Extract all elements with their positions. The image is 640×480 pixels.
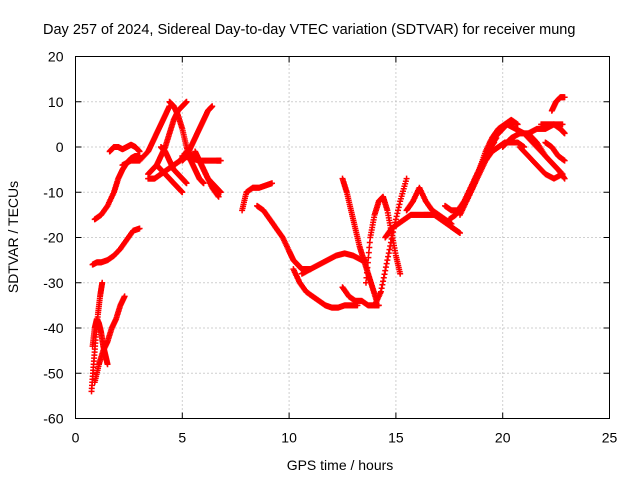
y-tick-label: -20 <box>43 230 63 246</box>
data-point <box>136 225 143 232</box>
data-point <box>365 249 372 256</box>
data-point <box>99 279 106 286</box>
data-point <box>104 361 111 368</box>
data-point <box>561 157 568 164</box>
data-points <box>88 94 568 395</box>
data-point <box>217 189 224 196</box>
data-point <box>183 180 190 187</box>
series-arc-o <box>179 153 224 164</box>
y-tick-label: -10 <box>43 184 63 200</box>
y-tick-label: 20 <box>48 49 64 65</box>
series-arc-ai <box>516 144 566 182</box>
data-point <box>363 269 370 276</box>
data-point <box>364 259 371 266</box>
series-arc-c <box>91 293 128 386</box>
data-point <box>136 148 143 155</box>
data-point <box>179 189 186 196</box>
y-tick-label: -40 <box>43 320 63 336</box>
series-arc-f <box>106 141 143 155</box>
series-arc-q <box>239 180 276 214</box>
series-arc-u <box>339 175 380 304</box>
data-point <box>200 180 207 187</box>
series-arc-r <box>254 202 314 273</box>
x-tick-label: 15 <box>388 430 404 446</box>
y-tick-label: -30 <box>43 275 63 291</box>
data-point <box>456 229 463 236</box>
x-tick-label: 5 <box>178 430 186 446</box>
series-arc-ak <box>538 121 568 137</box>
data-point <box>366 244 373 251</box>
data-point <box>362 279 369 286</box>
x-tick-label: 25 <box>602 430 618 446</box>
data-point <box>183 98 190 105</box>
y-tick-label: 10 <box>48 94 64 110</box>
series-arc-g <box>119 103 173 169</box>
tick-marks <box>75 56 610 419</box>
series-arc-ad <box>456 139 528 218</box>
series-arc-h <box>145 98 190 178</box>
x-tick-label: 20 <box>495 430 511 446</box>
series-arc-k <box>157 144 190 187</box>
data-point <box>215 193 222 200</box>
data-point <box>397 270 404 277</box>
x-tick-labels: 0 5 10 15 20 25 <box>72 430 618 446</box>
data-point <box>514 121 521 128</box>
data-point <box>403 175 410 182</box>
series-arc-j <box>153 162 186 196</box>
y-tick-label: -60 <box>43 411 63 427</box>
series-arc-aa <box>424 211 463 236</box>
data-point <box>363 274 370 281</box>
series-arc-s <box>290 266 361 311</box>
x-tick-label: 10 <box>281 430 297 446</box>
data-point <box>366 239 373 246</box>
data-point <box>209 103 216 110</box>
y-tick-label: -50 <box>43 365 63 381</box>
series-arc-al <box>542 139 568 164</box>
data-point <box>561 94 568 101</box>
data-point <box>561 130 568 137</box>
x-axis-label: GPS time / hours <box>287 457 394 473</box>
y-tick-labels: -60 -50 -40 -30 -20 -10 0 10 20 <box>43 49 63 427</box>
data-point <box>561 175 568 182</box>
x-tick-label: 0 <box>72 430 80 446</box>
series-arc-x <box>371 175 410 309</box>
data-point <box>365 254 372 261</box>
series-arc-l <box>166 98 207 187</box>
series-arc-t <box>298 250 369 277</box>
data-point <box>269 180 276 187</box>
series-arc-am <box>548 94 568 114</box>
data-point <box>121 293 128 300</box>
y-tick-label: 0 <box>56 139 64 155</box>
data-point <box>217 157 224 164</box>
y-axis-label: SDTVAR / TECUs <box>5 181 21 293</box>
series-arc-d <box>89 225 143 268</box>
series-arc-p <box>192 148 224 196</box>
data-point <box>559 171 566 178</box>
grid <box>75 56 610 419</box>
data-point <box>559 121 566 128</box>
chart-title: Day 257 of 2024, Sidereal Day-to-day VTE… <box>43 22 575 38</box>
data-point <box>364 264 371 271</box>
